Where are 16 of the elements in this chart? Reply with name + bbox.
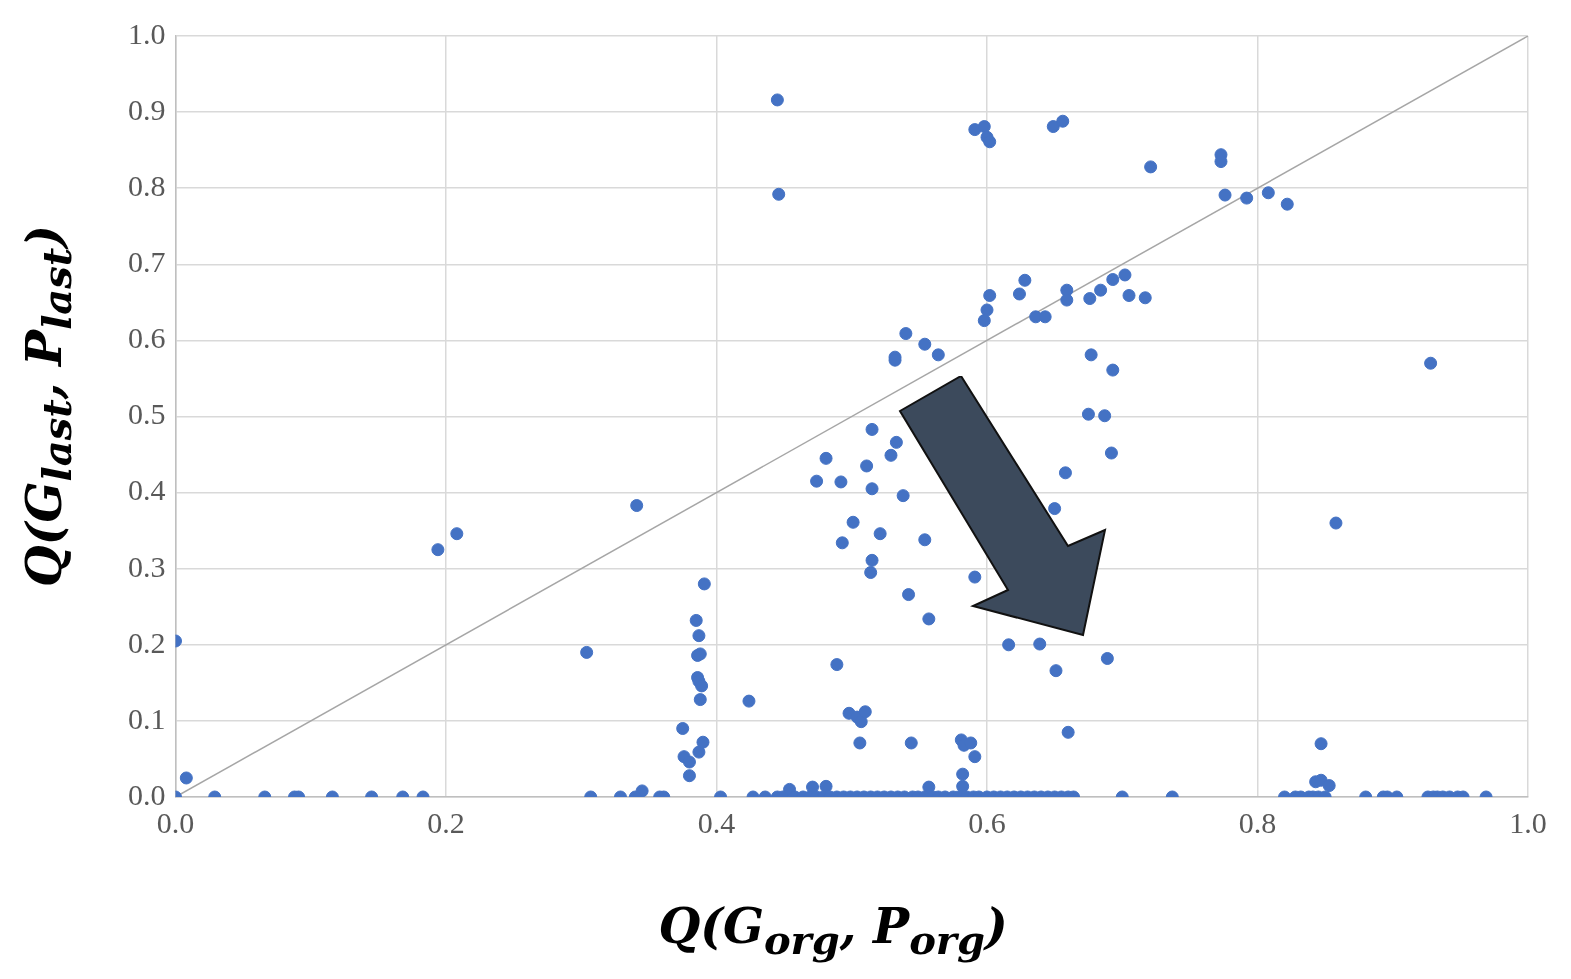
y-tick-label: 0.4 (128, 473, 166, 507)
y-tick-label: 0.1 (128, 701, 166, 735)
y-tick-label: 0.9 (128, 92, 166, 126)
x-tick-label: 1.0 (1509, 805, 1547, 839)
x-tick-label: 0.6 (968, 805, 1006, 839)
y-tick-label: 1.0 (128, 16, 166, 50)
x-tick-label: 0.2 (427, 805, 465, 839)
x-axis-title: Q(G$_{org}$, P$_{org}$) (657, 898, 1009, 963)
y-tick-label: 0.2 (128, 625, 166, 659)
y-tick-label: 0.5 (128, 397, 166, 431)
y-tick-label: 0.7 (128, 245, 166, 279)
y-tick-label: 0.3 (128, 549, 166, 583)
x-tick-label: 0.4 (697, 805, 736, 839)
y-tick-label: 0.8 (128, 169, 166, 203)
y-tick-label: 0.6 (128, 321, 166, 355)
x-tick-label: 0.8 (1238, 805, 1277, 839)
